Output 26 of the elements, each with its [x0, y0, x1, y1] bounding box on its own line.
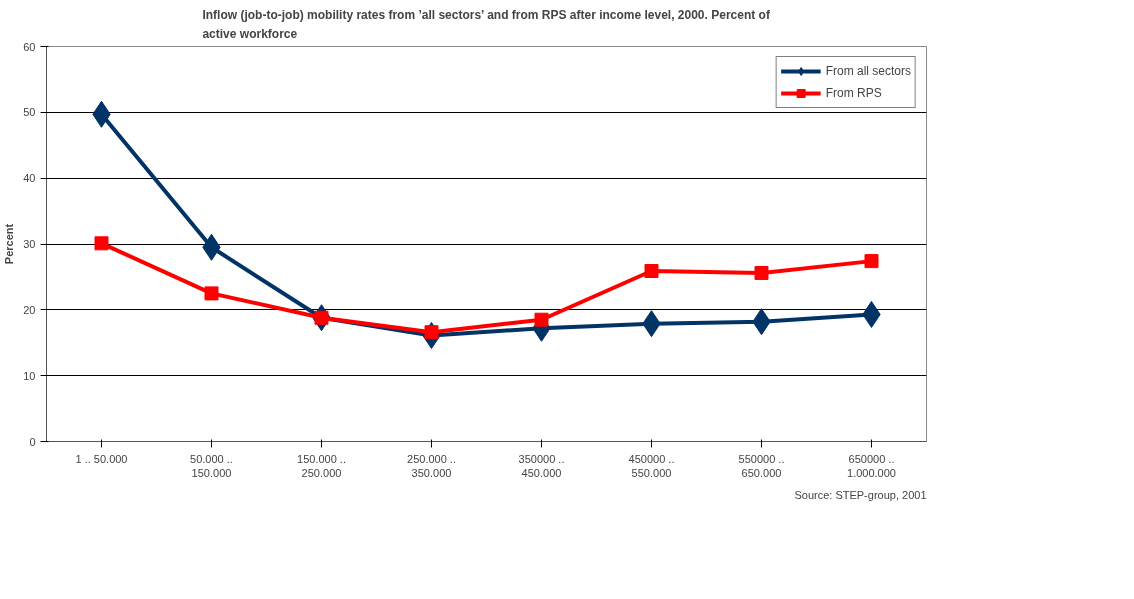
- point: [204, 286, 219, 301]
- y-tick-label: 40: [23, 172, 36, 185]
- y-axis-title: Percent: [3, 223, 16, 265]
- y-tick-label: 60: [23, 40, 36, 53]
- point: [644, 263, 659, 278]
- chart-title: Inflow (job-to-job) mobility rates from ’all sectors’ and from RPS after income level, 2000. Percent of active workforce: [202, 7, 771, 42]
- source-note: Source: STEP-group, 2001: [794, 488, 927, 501]
- x-tick-label: 650000 .. 1.000.000: [847, 452, 896, 479]
- y-tick-label: 30: [23, 238, 36, 250]
- y-tick-label: 0: [29, 435, 36, 448]
- point: [94, 236, 109, 251]
- x-tick-label: 150.000 .. 250.000: [297, 452, 346, 479]
- y-tick-label: 10: [23, 369, 36, 382]
- point: [754, 265, 769, 280]
- x-tick-label: 1 .. 50.000: [75, 452, 128, 465]
- x-tick-label: 350000 .. 450.000: [518, 452, 565, 479]
- x-tick-label: 50.000 .. 150.000: [190, 452, 233, 479]
- y-tick-label: 50: [23, 106, 36, 119]
- x-tick-label: 550000 .. 650.000: [738, 452, 785, 479]
- legend-label: From all sectors: [825, 64, 911, 78]
- x-tick-label: 250.000 .. 350.000: [407, 452, 456, 479]
- y-tick-label: 20: [23, 303, 36, 316]
- x-tick-label: 450000 .. 550.000: [628, 452, 675, 479]
- legend-label: From RPS: [825, 86, 882, 100]
- point: [864, 254, 879, 269]
- point: [534, 312, 549, 327]
